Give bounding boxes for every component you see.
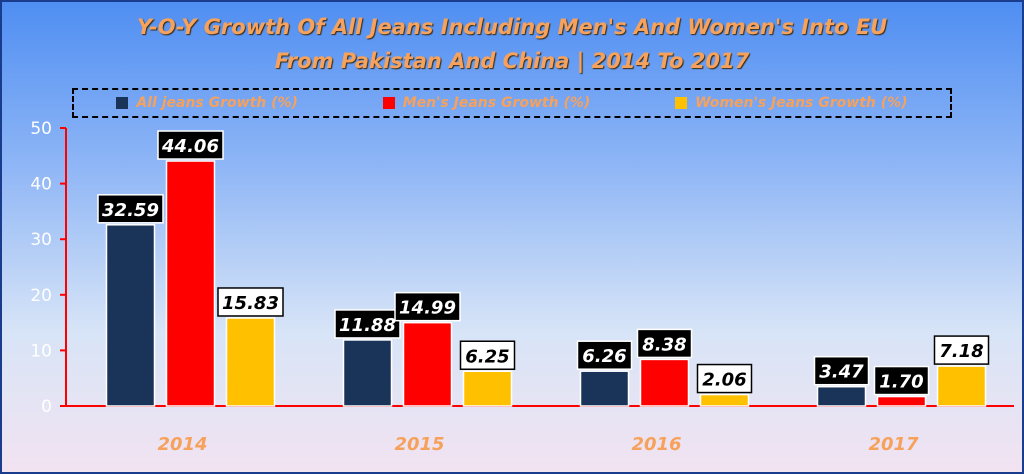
chart-title: Y-O-Y Growth Of All Jeans Including Men'… [2,10,1022,78]
legend-swatch-all-jeans [116,97,129,109]
data-label: 7.18 [939,341,983,362]
y-tick-label: 40 [30,175,52,195]
legend-swatch-mens-jeans [382,97,395,109]
bar [639,358,690,407]
data-label: 6.26 [582,346,626,367]
data-label-box [636,328,693,359]
data-label-box [576,340,633,370]
legend-item-all-jeans: All jeans Growth (%) [116,95,298,111]
data-label: 11.88 [339,315,396,336]
data-label-box [459,340,516,370]
bar [699,393,750,407]
data-label-box [334,309,401,339]
bar [579,370,630,407]
legend-item-womens-jeans: Women's Jeans Growth (%) [675,95,908,111]
legend-label-mens-jeans: Men's Jeans Growth (%) [402,95,591,111]
legend-label-all-jeans: All jeans Growth (%) [136,95,298,111]
data-label: 14.99 [399,298,456,319]
bar [225,317,276,407]
data-label: 15.83 [222,293,279,314]
bar [342,339,393,407]
y-tick-label: 10 [30,341,52,361]
x-category-label: 2015 [394,434,444,455]
data-label: 6.25 [465,346,509,367]
data-label-box [933,335,990,365]
legend-item-mens-jeans: Men's Jeans Growth (%) [382,95,591,111]
bar [165,160,216,407]
data-label: 44.06 [161,136,219,157]
y-tick-label: 30 [30,230,52,250]
legend-label-womens-jeans: Women's Jeans Growth (%) [695,95,908,111]
data-label: 1.70 [879,372,923,393]
bar [876,395,927,407]
bar [462,370,513,407]
data-label-box [157,130,224,160]
chart-title-line-1: Y-O-Y Growth Of All Jeans Including Men'… [136,15,888,39]
legend: All jeans Growth (%) Men's Jeans Growth … [72,88,952,118]
data-label-box [873,365,930,396]
bar [105,224,156,407]
bar [402,321,453,407]
x-category-label: 2017 [868,434,919,455]
x-category-label: 2016 [631,434,681,455]
data-label: 2.06 [702,370,746,391]
y-tick-label: 0 [41,397,52,417]
y-tick-label: 20 [30,286,52,306]
bar [816,385,867,407]
x-category-label: 2014 [157,434,207,455]
data-label: 8.38 [642,334,686,355]
legend-swatch-womens-jeans [675,97,688,109]
data-label-box [696,363,753,394]
data-label-box [394,291,461,322]
data-label-box [813,355,870,386]
data-label: 3.47 [819,362,864,383]
chart-title-line-2: From Pakistan And China | 2014 To 2017 [274,49,750,73]
bar [936,365,987,407]
data-label: 32.59 [102,200,159,221]
data-label-box [97,194,164,224]
data-label-box [217,287,284,317]
y-tick-label: 50 [30,119,52,139]
